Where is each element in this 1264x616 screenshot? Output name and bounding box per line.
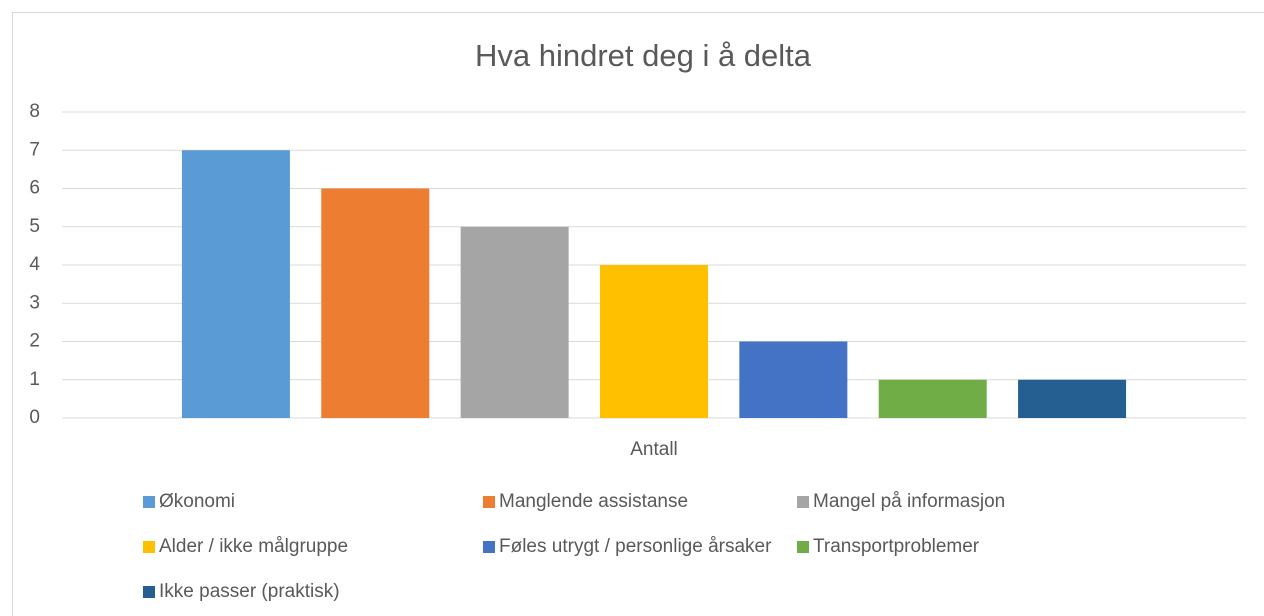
legend-swatch [483, 541, 495, 553]
legend-label: Føles utrygt / personlige årsaker [499, 536, 772, 557]
bar [321, 188, 430, 418]
x-tick-label: Antall [630, 439, 678, 460]
legend-label: Økonomi [159, 491, 235, 512]
bar [460, 226, 569, 418]
y-tick-label: 0 [29, 407, 40, 428]
legend-swatch [143, 496, 155, 508]
y-tick-label: 5 [29, 216, 40, 237]
y-tick-label: 6 [29, 178, 40, 199]
bar [181, 150, 290, 418]
legend-label: Manglende assistanse [499, 491, 688, 512]
y-tick-label: 7 [29, 139, 40, 160]
legend-label: Ikke passer (praktisk) [159, 581, 340, 602]
legend-label: Transportproblemer [813, 536, 980, 557]
bar [878, 379, 987, 418]
legend-swatch [797, 496, 809, 508]
y-tick-label: 2 [29, 331, 40, 352]
bar [1018, 379, 1127, 418]
legend-swatch [797, 541, 809, 553]
y-tick-label: 8 [29, 101, 40, 122]
legend-label: Alder / ikke målgruppe [159, 536, 348, 557]
legend-swatch [143, 541, 155, 553]
bar [599, 265, 709, 418]
legend-label: Mangel på informasjon [813, 491, 1005, 512]
legend-swatch [143, 586, 155, 598]
y-tick-label: 1 [29, 369, 40, 390]
y-tick-label: 4 [29, 254, 40, 275]
legend-swatch [483, 496, 495, 508]
chart-title: Hva hindret deg i å delta [475, 38, 812, 73]
y-tick-label: 3 [29, 292, 40, 313]
bar [739, 341, 848, 418]
